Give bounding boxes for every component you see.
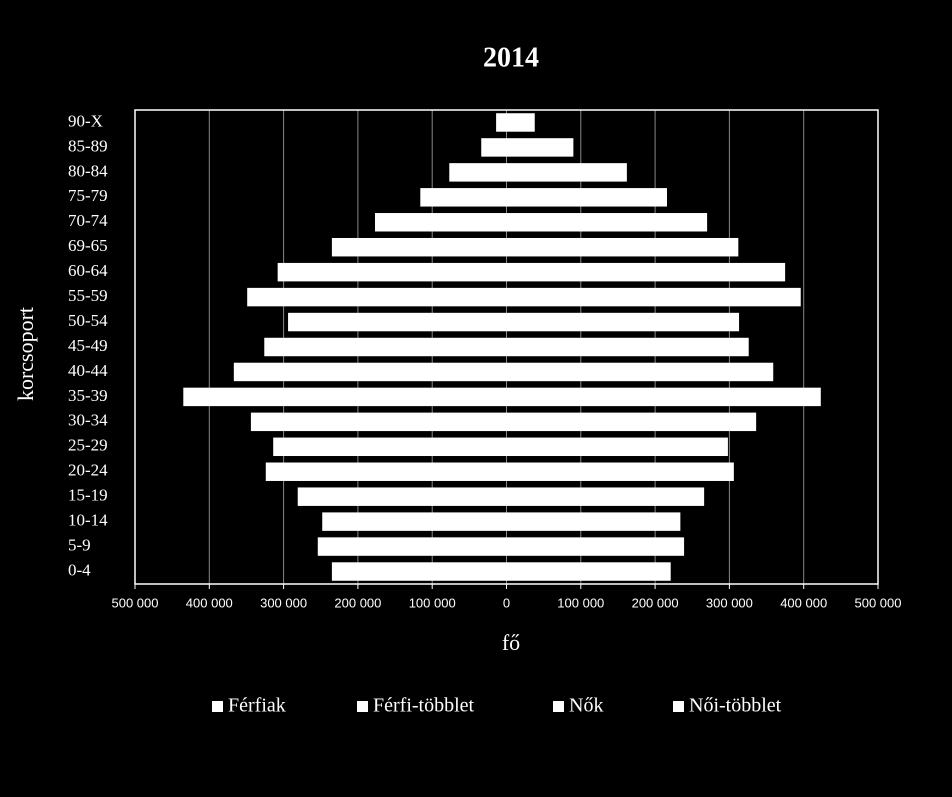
y-tick-label: 85-89	[68, 136, 108, 155]
bar	[506, 462, 734, 481]
bar	[317, 537, 507, 556]
bar	[506, 512, 681, 531]
y-tick-label: 5-9	[68, 535, 91, 554]
x-tick-label: 100 000	[409, 595, 456, 610]
legend-swatch	[357, 701, 368, 712]
y-tick-label: 30-34	[68, 411, 108, 430]
x-tick-label: 400 000	[780, 595, 827, 610]
bar	[265, 462, 507, 481]
y-tick-label: 20-24	[68, 461, 108, 480]
bar	[264, 337, 507, 357]
bar	[506, 537, 685, 556]
bar	[322, 512, 507, 531]
y-tick-label: 45-49	[68, 336, 108, 355]
y-tick-label: 50-54	[68, 311, 108, 330]
x-tick-label: 100 000	[557, 595, 604, 610]
x-tick-label: 400 000	[186, 595, 233, 610]
y-tick-label: 10-14	[68, 511, 108, 530]
x-tick-label: 500 000	[112, 595, 159, 610]
bar	[506, 387, 821, 407]
y-tick-label: 90-X	[68, 111, 103, 130]
bar	[288, 312, 507, 332]
bar	[506, 163, 627, 182]
y-tick-label: 75-79	[68, 186, 108, 205]
legend-label: Férfiak	[228, 695, 286, 717]
bar	[277, 262, 507, 282]
x-axis-label: fő	[502, 630, 520, 655]
legend-label: Női-többlet	[689, 695, 782, 717]
bar	[233, 362, 507, 382]
bar	[506, 337, 749, 357]
y-tick-label: 80-84	[68, 161, 108, 180]
y-tick-label: 0-4	[68, 560, 91, 579]
x-tick-label: 0	[503, 595, 510, 610]
y-tick-label: 55-59	[68, 286, 108, 305]
y-tick-label: 25-29	[68, 436, 108, 455]
bar	[506, 113, 535, 132]
bar	[506, 287, 801, 307]
legend-swatch	[212, 701, 223, 712]
x-tick-label: 300 000	[706, 595, 753, 610]
x-tick-label: 200 000	[632, 595, 679, 610]
x-tick-label: 200 000	[334, 595, 381, 610]
bar	[506, 362, 774, 382]
chart-title: 2014	[483, 42, 539, 73]
bar	[506, 562, 671, 581]
y-tick-label: 40-44	[68, 361, 108, 380]
bar	[374, 213, 507, 232]
bar	[506, 188, 667, 207]
bar	[506, 437, 728, 457]
y-tick-label: 15-19	[68, 486, 108, 505]
x-tick-label: 300 000	[260, 595, 307, 610]
legend-swatch	[673, 701, 684, 712]
bar	[496, 113, 507, 132]
bar	[420, 188, 507, 207]
x-tick-label: 500 000	[855, 595, 902, 610]
bar	[297, 487, 507, 506]
y-tick-label: 35-39	[68, 386, 108, 405]
y-tick-label: 60-64	[68, 261, 108, 280]
bar	[247, 287, 507, 307]
plot-border	[134, 109, 879, 585]
bar	[331, 237, 507, 257]
bar	[506, 138, 574, 157]
y-axis-label: korcsoport	[13, 307, 38, 401]
legend-label: Nők	[569, 695, 603, 717]
y-tick-label: 70-74	[68, 211, 108, 230]
bar	[506, 213, 708, 232]
bar	[481, 138, 507, 157]
bar	[449, 163, 507, 182]
bar	[506, 412, 757, 432]
legend-label: Férfi-többlet	[373, 695, 475, 717]
legend-swatch	[553, 701, 564, 712]
bar	[273, 437, 507, 457]
bar	[183, 387, 507, 407]
y-tick-label: 69-65	[68, 236, 108, 255]
bar	[506, 487, 705, 506]
bar	[250, 412, 507, 432]
bar	[331, 562, 507, 581]
bar	[506, 312, 740, 332]
bar	[506, 237, 739, 257]
bar	[506, 262, 786, 282]
